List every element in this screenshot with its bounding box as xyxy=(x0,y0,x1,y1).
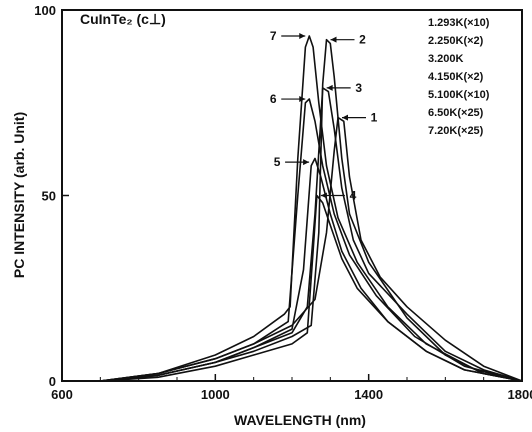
y-axis-label: PC INTENSITY (arb. Unit) xyxy=(11,112,27,278)
curve-annotations: 7 2 3 1 6 5 4 xyxy=(270,29,378,203)
annotation-arrowhead-4 xyxy=(320,192,327,199)
curve-2 xyxy=(100,38,523,382)
annotation-label-2: 2 xyxy=(359,33,366,47)
curve-7 xyxy=(100,35,523,382)
curve-6 xyxy=(100,98,523,382)
annotation-arrowhead-2 xyxy=(330,36,337,43)
annotation-label-6: 6 xyxy=(270,92,277,106)
annotation-label-1: 1 xyxy=(371,111,378,125)
legend-entry: 1.293K(×10) xyxy=(428,17,490,29)
annotation-arrowhead-1 xyxy=(342,114,348,121)
curves xyxy=(100,35,523,382)
legend-entry: 7.20K(×25) xyxy=(428,125,484,137)
legend-entry: 4.150K(×2) xyxy=(428,71,484,83)
curve-5 xyxy=(100,157,523,382)
annotation-arrowhead-7 xyxy=(299,32,306,39)
annotation-label-4: 4 xyxy=(350,189,357,203)
annotation-label-7: 7 xyxy=(270,29,277,43)
annotation-arrowhead-6 xyxy=(299,96,306,103)
annotation-arrowhead-5 xyxy=(303,159,310,166)
x-tick-label: 1000 xyxy=(201,387,230,402)
y-tick-label: 0 xyxy=(49,374,56,389)
annotation-label-3: 3 xyxy=(355,81,362,95)
annotation-label-5: 5 xyxy=(274,155,281,169)
legend-entry: 5.100K(×10) xyxy=(428,89,490,101)
y-tick-label: 50 xyxy=(42,189,56,204)
legend: 1.293K(×10) 2.250K(×2) 3.200K 4.150K(×2) 5.1… xyxy=(428,17,490,137)
curve-1 xyxy=(100,116,523,382)
chart-title: CuInTe₂ (c⊥) xyxy=(80,11,166,27)
curve-4 xyxy=(100,194,523,382)
x-tick-label: 600 xyxy=(51,387,73,402)
x-tick-label: 1400 xyxy=(354,387,383,402)
annotation-arrowhead-3 xyxy=(326,84,333,91)
x-axis-label: WAVELENGTH (nm) xyxy=(234,412,366,428)
y-tick-label: 100 xyxy=(34,3,56,18)
legend-entry: 2.250K(×2) xyxy=(428,35,484,47)
legend-entry: 3.200K xyxy=(428,53,464,65)
legend-entry: 6.50K(×25) xyxy=(428,107,484,119)
